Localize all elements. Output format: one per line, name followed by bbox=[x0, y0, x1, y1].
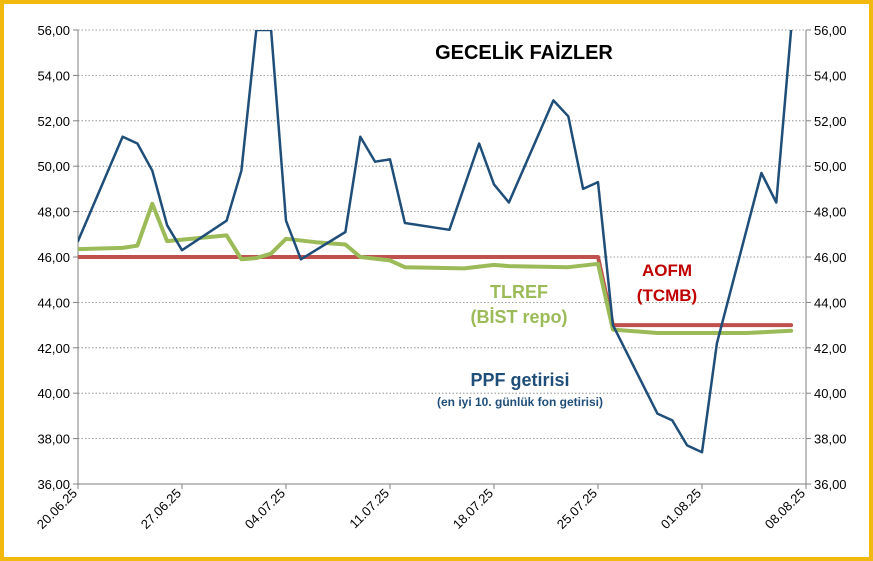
x-tick-label: 11.07.25 bbox=[346, 486, 392, 532]
y-ticks-left: 56,00 54,00 52,00 50,00 48,00 46,00 44,00 42,00… bbox=[37, 23, 70, 492]
y-tick-label-left: 54,00 bbox=[37, 68, 70, 83]
x-tick-label: 25.07.25 bbox=[554, 486, 600, 532]
y-tick-label-left: 46,00 bbox=[37, 250, 70, 265]
ppf-series-line bbox=[78, 30, 793, 454]
y-tick-label-left: 42,00 bbox=[37, 341, 70, 356]
aofm-label-line1: AOFM bbox=[642, 261, 692, 280]
grid-lines bbox=[78, 29, 806, 485]
y-tick-label-right: 54,00 bbox=[814, 68, 847, 83]
series-lines bbox=[78, 30, 794, 454]
y-tick-label-left: 50,00 bbox=[37, 159, 70, 174]
y-tick-label-left: 36,00 bbox=[37, 477, 70, 492]
tlref-series-line bbox=[78, 201, 794, 335]
x-tick-label: 01.08.25 bbox=[658, 486, 704, 532]
y-tick-label-right: 50,00 bbox=[814, 159, 847, 174]
x-tick-label: 04.07.25 bbox=[242, 486, 288, 532]
ppf-label: PPF getirisi bbox=[470, 370, 569, 390]
y-tick-label-right: 52,00 bbox=[814, 114, 847, 129]
y-tick-label-left: 48,00 bbox=[37, 205, 70, 220]
aofm-label-line2: (TCMB) bbox=[637, 286, 697, 305]
tlref-label-line1: TLREF bbox=[490, 282, 548, 302]
x-tick-label: 08.08.25 bbox=[762, 486, 808, 532]
axes bbox=[73, 29, 811, 489]
y-tick-label-right: 42,00 bbox=[814, 341, 847, 356]
x-ticks: 20.06.25 27.06.25 04.07.25 11.07.25 18.07.25… bbox=[34, 486, 808, 532]
y-tick-label-right: 46,00 bbox=[814, 250, 847, 265]
y-tick-label-left: 40,00 bbox=[37, 386, 70, 401]
y-tick-label-left: 44,00 bbox=[37, 295, 70, 310]
ppf-sublabel: (en iyi 10. günlük fon getirisi) bbox=[437, 395, 603, 409]
x-tick-label: 20.06.25 bbox=[34, 486, 80, 532]
x-tick-label: 27.06.25 bbox=[138, 486, 184, 532]
y-tick-label-right: 40,00 bbox=[814, 386, 847, 401]
y-tick-label-right: 44,00 bbox=[814, 295, 847, 310]
y-tick-label-left: 52,00 bbox=[37, 114, 70, 129]
y-tick-label-right: 48,00 bbox=[814, 205, 847, 220]
chart-svg: 56,00 54,00 52,00 50,00 48,00 46,00 44,00 42,00… bbox=[34, 23, 847, 532]
y-ticks-right: 56,00 54,00 52,00 50,00 48,00 46,00 44,00 42,00… bbox=[814, 23, 847, 492]
y-tick-label-left: 38,00 bbox=[37, 432, 70, 447]
y-tick-label-left: 56,00 bbox=[37, 23, 70, 38]
x-tick-label: 18.07.25 bbox=[450, 486, 496, 532]
y-tick-label-right: 38,00 bbox=[814, 432, 847, 447]
chart-title: GECELİK FAİZLER bbox=[435, 41, 613, 64]
y-tick-label-right: 36,00 bbox=[814, 477, 847, 492]
y-tick-label-right: 56,00 bbox=[814, 23, 847, 38]
tlref-label-line2: (BİST repo) bbox=[471, 307, 568, 327]
